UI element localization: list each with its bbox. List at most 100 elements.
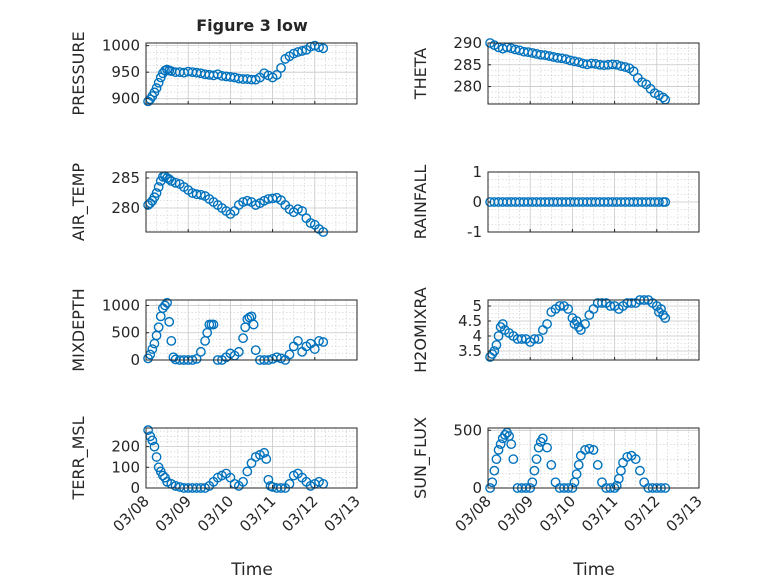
subplot-rainfall: -1 0 1 RAINFALL [411,163,700,241]
rainfall-point [654,197,664,207]
mixdepth-point [293,336,303,346]
theta-point [658,92,669,103]
h2omixra-point [533,334,544,344]
sun-flux-point [635,465,645,476]
mixdepth-point [250,345,261,356]
sun-flux-point [493,445,504,455]
pressure-point [318,43,329,54]
sun-flux-plot-area [488,428,699,488]
h2omixra-point [497,319,508,329]
mixdepth-point [314,336,324,346]
terr-msl-axes-box [145,427,358,489]
pressure-series [143,40,329,107]
mixdepth-point [238,333,248,344]
rainfall-ytick-label: 0 [472,193,482,211]
sun-flux-point [537,433,548,444]
sun-flux-point [542,442,552,453]
pressure-point [271,69,282,80]
h2omixra-point [571,316,582,326]
h2omixra-ytick-label: 4 [472,327,482,345]
h2omixra-point [626,298,637,308]
air-temp-point [170,177,181,188]
air-temp-point [195,189,206,200]
sun-flux-point [506,439,517,450]
mixdepth-ytick-label: 0 [130,351,140,369]
pressure-ytick-label: 950 [111,63,140,81]
mixdepth-point [147,344,158,354]
pressure-ytick-label: 900 [111,90,140,108]
h2omixra-ytick-label: 4.5 [458,312,482,330]
rainfall-point [660,197,671,207]
rainfall-ylabel: RAINFALL [411,165,430,240]
xlabel-right: Time [572,560,615,580]
h2omixra-point [563,304,574,314]
theta-ylabel: THETA [411,48,430,100]
mixdepth-point [160,300,170,311]
theta-point [620,62,631,72]
sun-flux-point [571,469,582,480]
pressure-point [153,77,164,88]
terr-msl-point [143,425,154,435]
sun-flux-point [584,443,595,454]
mixdepth-ytick-label: 500 [111,324,140,342]
h2omixra-point [605,301,616,311]
air-temp-ylabel: AIR_TEMP [69,163,89,241]
mixdepth-point [164,316,175,327]
theta-ytick-label: 280 [453,78,482,96]
mixdepth-point [208,319,219,330]
h2omixra-point [491,340,502,350]
theta-ytick-label: 285 [453,56,482,74]
subplot-theta: 280 285 290 THETA [411,34,700,105]
sun-flux-point [573,460,584,470]
mixdepth-axes-box [145,299,358,361]
subplot-air-temp: 280 285 AIR_TEMP [69,163,358,241]
terr-msl-point [149,441,160,452]
terr-msl-point [151,452,162,462]
h2omixra-point [573,322,584,332]
pressure-ylabel: PRESSURE [69,31,88,115]
terr-msl-point [259,447,270,458]
mixdepth-point [233,346,244,357]
sun-flux-point [611,480,622,491]
sun-flux-point [491,454,502,465]
sun-flux-point [508,454,519,465]
h2omixra-ytick-label: 3.5 [458,342,482,360]
h2omixra-point [516,334,527,344]
mixdepth-point [276,353,286,364]
pressure-point [276,63,286,73]
sun-flux-point [630,454,641,465]
pressure-point [309,40,320,51]
terr-msl-point [147,435,158,446]
h2omixra-point [658,310,669,320]
sun-flux-axes-box [487,427,700,489]
terr-msl-ytick-label: 100 [111,458,140,476]
pressure-plot-area [146,43,357,104]
sun-flux-point [531,454,542,465]
sun-flux-point [495,439,506,450]
theta-ytick-label: 290 [453,34,482,52]
sun-flux-series [485,427,671,493]
mixdepth-point [195,346,206,357]
mixdepth-point [248,319,259,330]
sun-flux-point [529,465,540,476]
sun-flux-point [592,460,603,470]
air-temp-point [242,195,253,206]
mixdepth-point [191,354,202,364]
sun-flux-point [489,465,500,476]
air-temp-point [153,182,164,192]
h2omixra-point [542,319,552,329]
mixdepth-ylabel: MIXDEPTH [69,288,88,371]
mixdepth-point [284,349,295,360]
mixdepth-point [162,297,173,308]
h2omixra-point [580,319,590,329]
mixdepth-ytick-label: 1000 [102,296,140,314]
h2omixra-ytick-label: 5 [472,297,482,315]
theta-series [485,38,671,105]
pressure-point [288,48,299,59]
terr-msl-ytick-label: 200 [111,438,140,456]
h2omixra-ylabel: H2OMIXRA [411,287,430,373]
pressure-point [151,83,162,93]
rainfall-ytick-label: -1 [467,223,482,241]
